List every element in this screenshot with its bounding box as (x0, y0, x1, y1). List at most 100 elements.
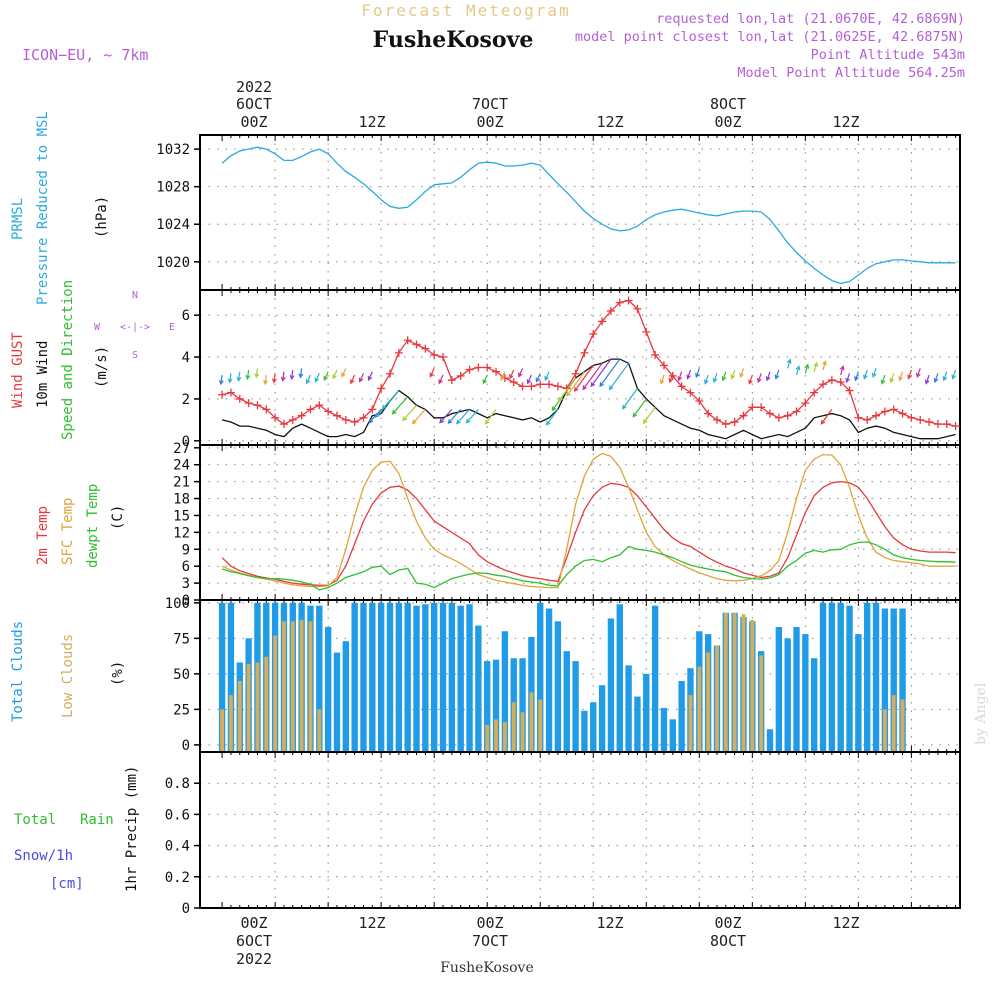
total-cloud-bar (457, 605, 464, 752)
total-cloud-bar (590, 702, 597, 752)
y-tick-label: 50 (173, 667, 190, 683)
wind-dir-arrowhead (558, 396, 563, 402)
wind-dir-arrow (535, 373, 541, 382)
bottom-time-label: 12Z (596, 914, 623, 932)
total-cloud-bar (678, 680, 685, 752)
low-cloud-bar (697, 666, 702, 752)
gust-marker (483, 363, 492, 372)
bottom-time-label: 00Z (714, 914, 741, 932)
series-line-dewpt-temp (221, 541, 956, 591)
wind-dir-arrowhead (411, 419, 417, 425)
gust-marker (615, 298, 624, 307)
wind-dir-arrow (350, 374, 356, 384)
wind-dir-arrow (282, 371, 285, 381)
gust-marker (368, 405, 377, 414)
bottom-time-label: 12Z (358, 914, 385, 932)
gust-marker (465, 365, 474, 374)
wind-dir-arrowhead (677, 376, 683, 382)
wind-dir-arrowhead (756, 377, 762, 384)
gust-marker (553, 382, 562, 391)
model-altitude: Model Point Altitude 564.25m (737, 65, 965, 81)
gust-marker (226, 388, 235, 397)
gust-marker (492, 367, 501, 376)
wind-dir-arrowhead (880, 379, 886, 385)
panel-1: 0 2 4 6 (182, 289, 961, 450)
wind-dir-arrowhead (535, 377, 541, 383)
y-tick-label: 100 (165, 596, 190, 612)
total-cloud-bar (890, 608, 897, 752)
bottom-year-label: 2022 (236, 950, 272, 968)
y-tick-label: 0 (182, 738, 190, 754)
ms-label: (m/s) (94, 346, 110, 388)
wind-dir-arrow (341, 368, 347, 377)
wind-dir-arrow (439, 408, 453, 424)
total-cloud-bar (351, 602, 358, 752)
wind-dir-arrowhead (739, 372, 744, 379)
wind-dir-arrow (456, 408, 470, 424)
gust-marker (279, 420, 288, 429)
low-cloud-bar (750, 619, 755, 752)
wind-dir-arrow (299, 368, 303, 378)
compass-s-label: S (132, 350, 138, 361)
gust-marker (677, 382, 686, 391)
wind-dir-arrowhead (695, 372, 700, 379)
low-cloud-bar (255, 662, 260, 752)
y-tick-label: 27 (173, 441, 190, 457)
wind-dir-arrow (840, 366, 844, 376)
panel-frame (199, 751, 961, 909)
wind-dir-arrow (599, 358, 621, 387)
top-year-label: 2022 (236, 78, 272, 96)
low-cloud-bar (299, 619, 304, 752)
wind-dir-arrow (368, 408, 382, 424)
total-cloud-bar (864, 602, 871, 752)
wind-dir-arrow (402, 404, 417, 421)
wind-dir-arrowhead (323, 375, 328, 382)
series-line-prmsl (221, 146, 956, 285)
gust-marker (925, 417, 934, 426)
wind-dir-arrow (382, 390, 400, 410)
total-cloud-bar (404, 602, 411, 752)
y-tick-label: 0 (182, 593, 190, 609)
wind-dir-arrow (466, 408, 479, 424)
total-cloud-bar (784, 638, 791, 752)
y-tick-label: 0 (182, 901, 190, 917)
total-cloud-bar (846, 605, 853, 752)
wind-dir-arrow (323, 371, 329, 381)
wind-dir-arrowhead (686, 374, 691, 380)
gust-marker (324, 407, 333, 416)
wind-dir-arrowhead (813, 361, 819, 368)
total-cloud-bar (484, 661, 491, 752)
total-cloud-bar (324, 626, 332, 752)
wind-dir-arrow (255, 368, 259, 378)
wind-dir-arrowhead (608, 385, 614, 391)
low-cloud-bar (759, 655, 764, 752)
y-tick-label: 2 (182, 392, 190, 408)
wind-dir-arrowhead (358, 377, 364, 383)
total-cloud-bar (651, 605, 659, 752)
gust-marker (907, 413, 916, 422)
low-cloud-bar (308, 621, 313, 752)
panel-labels: PRMSL Pressure Reduced to MSL (hPa) Wind… (10, 111, 140, 892)
total-cloud-bar (793, 626, 800, 752)
wind-dir-arrowhead (526, 379, 532, 385)
gust-marker (880, 407, 889, 416)
wind-dir-arrowhead (621, 404, 627, 410)
wind-dir-arrowhead (599, 382, 604, 388)
total-cloud-bar (369, 602, 376, 752)
panel-4: 0 0.2 0.4 0.6 0.8 (165, 751, 961, 917)
wind-dir-arrowhead (314, 377, 320, 383)
gust-marker (889, 405, 898, 414)
wind-dir-arrow (306, 374, 312, 384)
wind-dir-arrow (952, 369, 957, 379)
y-tick-label: 75 (173, 631, 190, 647)
y-tick-label: 9 (182, 542, 190, 558)
wind-dir-arrowhead (484, 419, 490, 425)
sfc-label: SFC Temp (60, 498, 76, 565)
gust-marker (262, 405, 271, 414)
wind-dir-arrowhead (590, 382, 596, 388)
total-cloud-bar (634, 696, 641, 752)
wind-dir-arrow (731, 369, 736, 379)
total-cloud-bar (837, 602, 844, 752)
total-cloud-bar (413, 605, 420, 752)
low-cloud-bar (511, 702, 516, 752)
